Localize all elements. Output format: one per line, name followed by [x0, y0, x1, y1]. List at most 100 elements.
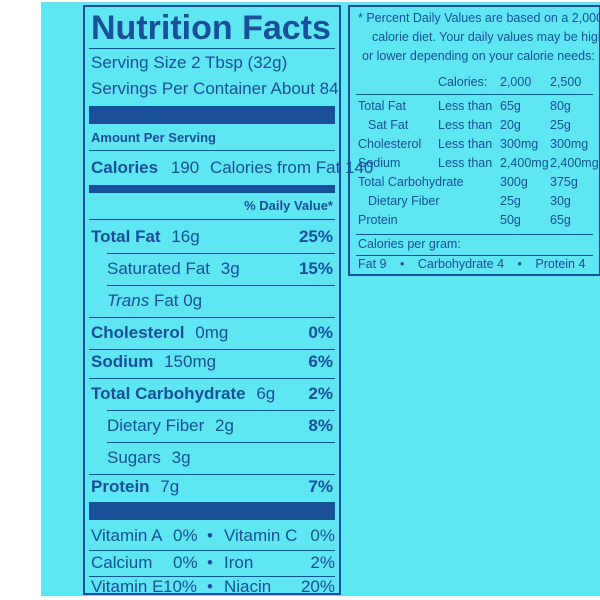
divider	[107, 410, 335, 411]
nutrient-amount: 16g	[171, 227, 200, 246]
nutrient-protein: Protein 7g	[91, 477, 179, 497]
nutrient-amount: 7g	[160, 477, 180, 496]
nutrient-total-carbohydrate: Total Carbohydrate 6g	[91, 384, 275, 404]
nutrient-pct: 0%	[308, 323, 333, 342]
nutrient-name: Sodium	[91, 352, 154, 371]
divider	[89, 474, 335, 475]
table-row-2500: 2,400mg	[550, 156, 599, 170]
table-row-2000: 2,400mg	[500, 156, 549, 170]
divider	[89, 150, 335, 151]
carbohydrate-per-gram: Carbohydrate 4	[417, 257, 505, 271]
table-row-name: Sodium	[358, 156, 401, 170]
servings-per-container: Servings Per Container About 84	[91, 79, 339, 98]
table-row-2500: 300mg	[550, 137, 589, 151]
vitamin-pct: 20%	[300, 577, 335, 596]
table-row-cond: Less than	[438, 118, 493, 132]
medium-divider	[89, 185, 335, 193]
divider	[89, 576, 335, 577]
table-row-name: Sat Fat	[368, 118, 409, 132]
footnote-line: calorie diet. Your daily values may be h…	[372, 30, 600, 44]
daily-values-footnote-panel: * Percent Daily Values are based on a 2,…	[348, 5, 600, 276]
table-row-2500: 30g	[550, 194, 571, 208]
vitamin-row: Vitamin E 10% • Niacin 20%	[91, 577, 335, 597]
table-row-2000: 300g	[500, 175, 528, 189]
vitamin-name: Calcium	[91, 553, 153, 572]
table-row-2500: 80g	[550, 99, 571, 113]
vitamin-name: Niacin	[224, 577, 272, 596]
nutrient-pct: 25%	[298, 227, 333, 246]
nutrient-pct: 2%	[308, 384, 333, 403]
calories-per-gram-label: Calories per gram:	[358, 237, 461, 251]
vitamin-pct: 2%	[310, 553, 335, 572]
vitamin-row: Vitamin A 0% • Vitamin C 0%	[91, 526, 335, 546]
nutrient-amount: 6g	[256, 384, 276, 403]
table-row-2000: 20g	[500, 118, 521, 132]
footnote-line: or lower depending on your calorie needs…	[362, 49, 595, 63]
nutrient-total-fat: Total Fat 16g	[91, 227, 200, 247]
table-header-label: Calories:	[438, 75, 488, 89]
table-row-name: Protein	[358, 213, 398, 227]
daily-value-header: % Daily Value*	[244, 198, 333, 213]
vitamin-pct: 10%	[163, 577, 198, 596]
nutrient-sodium: Sodium 150mg	[91, 352, 216, 372]
nutrient-name: Trans	[107, 291, 150, 310]
nutrition-facts-panel: Nutrition Facts Serving Size 2 Tbsp (32g…	[83, 5, 373, 597]
table-row-2000: 300mg	[500, 137, 539, 151]
table-row-name: Total Fat	[358, 99, 406, 113]
bullet-separator: •	[517, 257, 522, 271]
calories-per-gram-row: Fat 9 • Carbohydrate 4 • Protein 4	[358, 257, 585, 272]
divider	[89, 378, 335, 379]
divider	[356, 94, 593, 95]
table-row-2000: 50g	[500, 213, 521, 227]
table-row-name: Cholesterol	[358, 137, 422, 151]
divider	[89, 317, 335, 318]
nutrient-name: Saturated Fat	[107, 259, 211, 278]
nutrient-pct: 8%	[308, 416, 333, 435]
label-title: Nutrition Facts	[91, 9, 331, 47]
serving-size: Serving Size 2 Tbsp (32g)	[91, 53, 288, 72]
table-row-name: Total Carbohydrate	[358, 175, 464, 189]
table-row-2000: 25g	[500, 194, 521, 208]
divider	[107, 253, 335, 254]
nutrient-pct: 6%	[308, 352, 333, 371]
nutrient-name: Sugars	[107, 448, 161, 467]
table-row-2500: 65g	[550, 213, 571, 227]
divider	[89, 48, 335, 49]
bullet-separator: •	[207, 526, 213, 545]
table-row-2500: 25g	[550, 118, 571, 132]
vitamin-name: Vitamin E	[91, 577, 164, 596]
bullet-separator: •	[399, 257, 405, 271]
nutrient-trans-fat: Trans Fat 0g	[107, 291, 202, 311]
thick-divider	[89, 502, 335, 520]
table-row-cond: Less than	[438, 156, 493, 170]
calories-value: 190	[170, 158, 200, 177]
nutrient-amount: 3g	[171, 448, 191, 467]
table-row-name: Dietary Fiber	[368, 194, 440, 208]
calories-from-fat: Calories from Fat 140	[209, 158, 374, 177]
vitamin-pct: 0%	[310, 526, 335, 545]
vitamin-name: Vitamin C	[224, 526, 298, 545]
nutrient-name: Total Fat	[91, 227, 161, 246]
table-row-2500: 375g	[550, 175, 578, 189]
nutrient-amount: Fat 0g	[153, 291, 203, 310]
table-header-2500: 2,500	[550, 75, 582, 89]
divider	[89, 550, 335, 551]
calories-label: Calories	[91, 158, 159, 177]
nutrient-name: Protein	[91, 477, 150, 496]
amount-per-serving: Amount Per Serving	[91, 130, 216, 145]
nutrient-pct: 15%	[298, 259, 333, 278]
divider	[356, 234, 593, 235]
nutrient-amount: 0mg	[195, 323, 229, 342]
table-row-cond: Less than	[438, 137, 493, 151]
table-header-2000: 2,000	[500, 75, 532, 89]
vitamin-name: Vitamin A	[91, 526, 163, 545]
protein-per-gram: Protein 4	[535, 257, 586, 271]
vitamin-pct: 0%	[173, 526, 198, 545]
table-row-cond: Less than	[438, 99, 493, 113]
divider	[89, 349, 335, 350]
nutrient-amount: 2g	[215, 416, 234, 435]
thick-divider	[89, 106, 335, 124]
nutrient-dietary-fiber: Dietary Fiber 2g	[107, 416, 234, 436]
vitamin-name: Iron	[224, 553, 254, 572]
nutrient-name: Total Carbohydrate	[91, 384, 246, 403]
